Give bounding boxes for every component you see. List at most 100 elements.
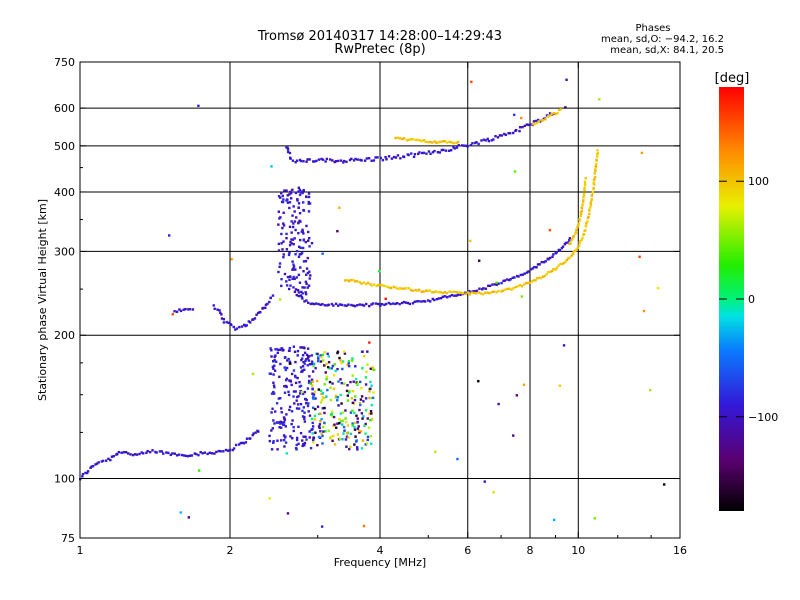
echo-point: [595, 163, 598, 166]
echo-point: [483, 480, 486, 483]
echo-point: [305, 267, 309, 270]
echo-point: [365, 157, 369, 160]
echo-point: [536, 276, 539, 280]
echo-point: [468, 293, 472, 296]
echo-point: [471, 142, 474, 145]
echo-point: [446, 296, 449, 299]
echo-point: [366, 417, 369, 420]
echo-point: [366, 350, 369, 353]
echo-point: [364, 376, 368, 379]
echo-point: [292, 345, 296, 348]
echo-point: [117, 450, 121, 454]
echo-point: [311, 380, 314, 383]
echo-point: [417, 300, 420, 303]
echo-point: [486, 291, 489, 294]
echo-point: [591, 191, 595, 194]
echo-point: [290, 383, 293, 387]
echo-point: [299, 159, 303, 163]
echo-point: [293, 268, 296, 271]
echo-point: [593, 172, 596, 175]
echo-point: [368, 390, 371, 393]
echo-point: [293, 220, 297, 223]
echo-point: [500, 281, 503, 285]
echo-point: [285, 377, 289, 381]
echo-point: [560, 246, 564, 250]
echo-point: [305, 438, 308, 441]
echo-point: [322, 364, 326, 367]
echo-point: [369, 435, 373, 438]
echo-point: [351, 359, 354, 362]
echo-point: [322, 430, 325, 433]
echo-point: [357, 425, 360, 428]
echo-point: [416, 289, 419, 292]
echo-point: [448, 290, 451, 293]
echo-point: [291, 238, 295, 241]
echo-point: [292, 390, 296, 393]
echo-point: [339, 419, 343, 423]
echo-point: [470, 80, 473, 84]
echo-point: [167, 451, 170, 455]
echo-point: [312, 302, 316, 306]
echo-point: [251, 372, 255, 376]
echo-point: [345, 420, 348, 424]
echo-point: [240, 325, 244, 328]
echo-point: [227, 449, 230, 452]
echo-point: [492, 138, 495, 141]
echo-point: [305, 282, 308, 286]
echo-point: [255, 313, 258, 316]
echo-point: [278, 298, 282, 301]
echo-point: [286, 512, 290, 515]
echo-point: [529, 123, 532, 126]
echo-point: [593, 517, 596, 520]
echo-point: [578, 241, 581, 244]
echo-point: [243, 323, 246, 327]
echo-point: [281, 226, 284, 230]
echo-point: [158, 450, 162, 453]
echo-point: [482, 287, 485, 290]
echo-point: [91, 464, 95, 468]
echo-point: [268, 300, 271, 304]
echo-point: [319, 354, 322, 357]
echo-point: [370, 303, 373, 306]
echo-point: [374, 302, 378, 305]
echo-point: [303, 411, 306, 414]
echo-point: [490, 290, 494, 294]
echo-point: [348, 158, 352, 162]
echo-point: [348, 389, 351, 393]
echo-point: [302, 189, 305, 192]
echo-point: [317, 388, 321, 391]
echo-point: [122, 451, 125, 454]
stats-x-line: mean, sd,X: 84.1, 20.5: [610, 45, 724, 56]
echo-point: [301, 286, 304, 289]
echo-point: [280, 232, 283, 236]
echo-point: [297, 202, 301, 205]
echo-point: [369, 418, 372, 422]
echo-point: [279, 216, 282, 219]
echo-point: [494, 135, 497, 138]
echo-point: [392, 285, 396, 289]
echo-point: [304, 292, 308, 296]
echo-point: [344, 438, 348, 441]
echo-point: [271, 427, 274, 430]
echo-point: [272, 373, 275, 376]
echo-point: [459, 291, 462, 294]
echo-point: [294, 228, 297, 232]
echo-point: [289, 197, 293, 200]
echo-point: [323, 411, 326, 415]
echo-point: [323, 351, 326, 354]
echo-point: [301, 228, 304, 232]
echo-point: [311, 387, 314, 391]
echo-point: [409, 288, 413, 292]
echo-point: [309, 302, 312, 306]
echo-point: [333, 423, 336, 426]
echo-point: [358, 303, 362, 306]
echo-point: [303, 441, 307, 445]
echo-point: [291, 214, 294, 217]
echo-point: [297, 232, 300, 235]
echo-point: [453, 147, 456, 150]
echo-point: [594, 164, 598, 168]
echo-point: [298, 219, 301, 223]
echo-point: [344, 409, 347, 412]
echo-point: [280, 284, 283, 288]
echo-point: [341, 438, 344, 441]
